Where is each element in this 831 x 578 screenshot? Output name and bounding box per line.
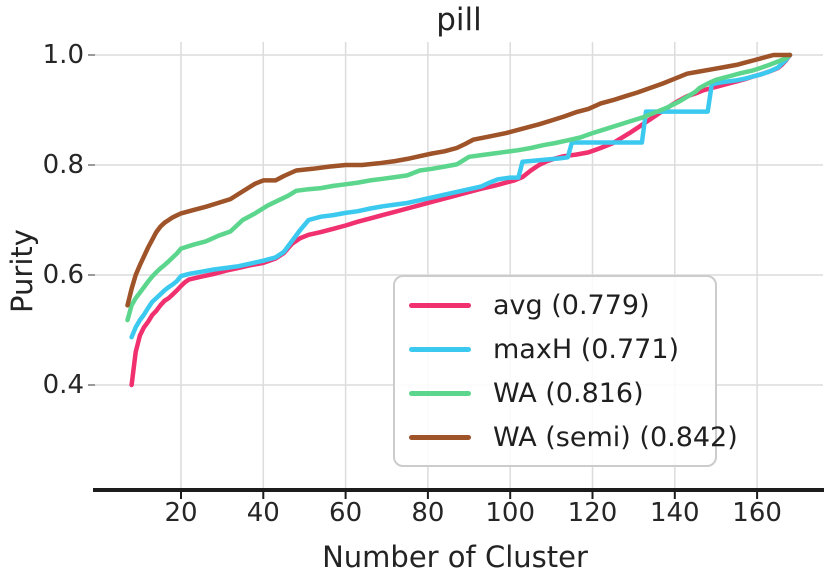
- x-tick-label-120: 120: [567, 498, 618, 528]
- x-tick-label-80: 80: [411, 498, 445, 528]
- y-tick-label-0.8: 0.8: [42, 150, 84, 180]
- x-axis-label: Number of Cluster: [322, 540, 588, 574]
- legend-swatch-maxh: [409, 346, 471, 352]
- y-tick-label-0.6: 0.6: [42, 260, 84, 290]
- legend-entry: WA (0.816): [409, 371, 715, 415]
- legend-label: WA (semi) (0.842): [493, 421, 738, 453]
- series-line-wa-semi-: [125, 52, 793, 308]
- x-tick-label-20: 20: [164, 498, 198, 528]
- series-line-wa: [125, 52, 793, 323]
- legend-entry: maxH (0.771): [409, 327, 715, 371]
- legend-label: maxH (0.771): [493, 333, 680, 365]
- x-tick-label-60: 60: [329, 498, 363, 528]
- series-line-avg: [129, 52, 793, 388]
- x-tick-label-140: 140: [649, 498, 700, 528]
- x-axis-spine: [93, 488, 824, 492]
- legend-label: WA (0.816): [493, 377, 644, 409]
- y-tick-label-0.4: 0.4: [42, 370, 84, 400]
- legend-box: avg (0.779) maxH (0.771) WA (0.816) WA (sem…: [393, 275, 738, 467]
- x-tick-label-160: 160: [732, 498, 782, 528]
- x-tick-label-40: 40: [246, 498, 280, 528]
- legend-entry: WA (semi) (0.842): [409, 415, 738, 459]
- chart-title: pill: [436, 2, 482, 38]
- series-line-maxh: [129, 52, 793, 340]
- legend-swatch-avg: [409, 302, 471, 308]
- legend-swatch-wa-semi-: [409, 434, 471, 440]
- x-tick-label-100: 100: [485, 498, 536, 528]
- legend-entry: avg (0.779): [409, 283, 715, 327]
- legend-label: avg (0.779): [493, 289, 650, 321]
- y-tick-label-1.0: 1.0: [42, 40, 84, 70]
- legend-swatch-wa: [409, 390, 471, 396]
